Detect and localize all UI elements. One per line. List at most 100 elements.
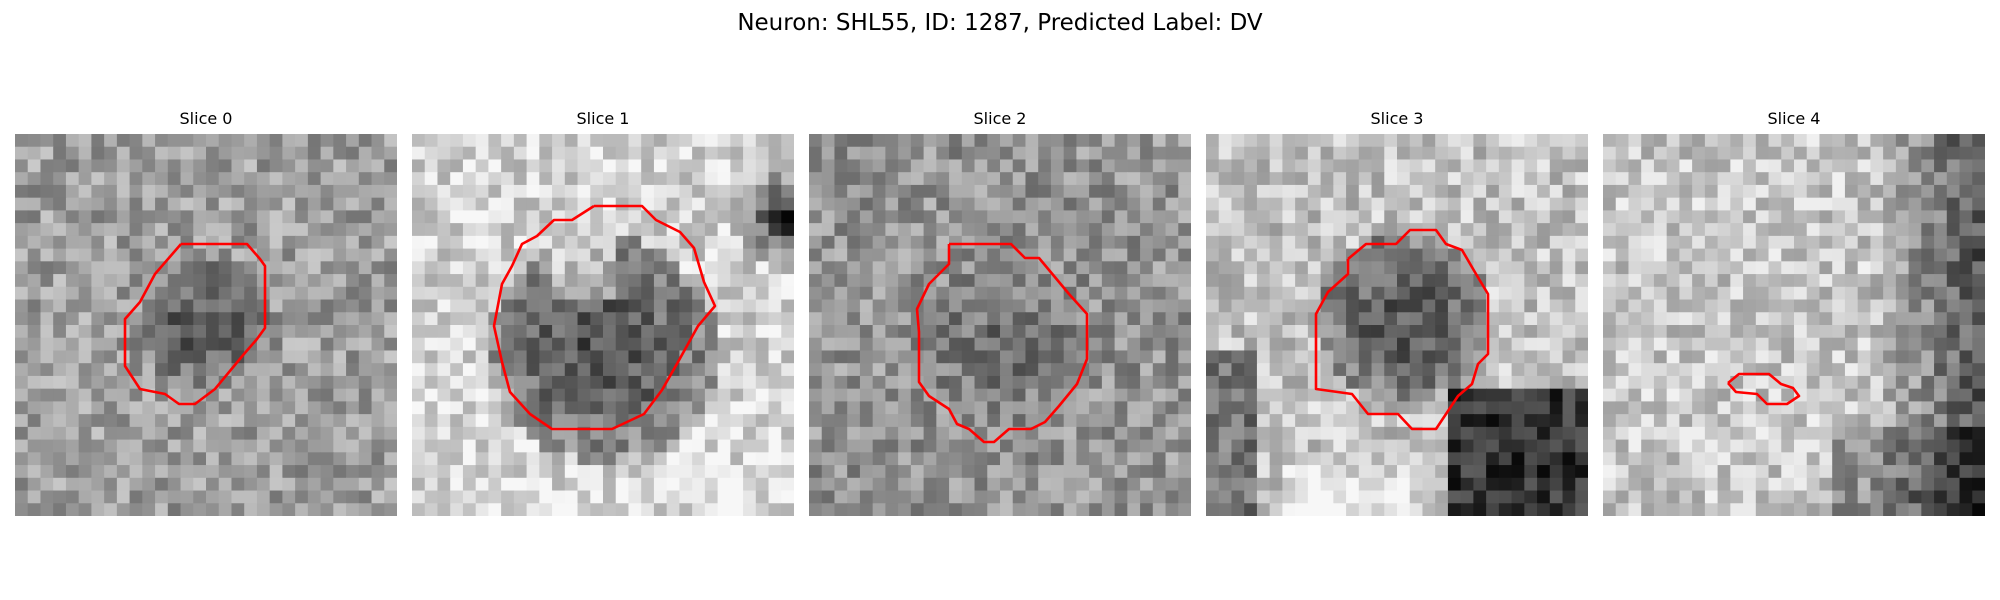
- pixel: [295, 439, 309, 453]
- pixel: [488, 477, 502, 492]
- pixel: [371, 134, 385, 148]
- pixel: [552, 439, 566, 453]
- pixel: [615, 490, 630, 504]
- pixel: [1883, 363, 1897, 377]
- pixel: [104, 248, 118, 262]
- pixel: [1140, 197, 1154, 211]
- pixel: [244, 439, 258, 453]
- pixel: [1704, 235, 1719, 250]
- pixel: [218, 388, 233, 402]
- pixel: [615, 401, 630, 415]
- pixel: [180, 350, 194, 364]
- pixel: [1140, 426, 1154, 441]
- pixel: [910, 197, 925, 211]
- pixel: [910, 134, 925, 148]
- pixel: [307, 375, 322, 390]
- pixel: [1934, 452, 1948, 466]
- pixel: [218, 274, 233, 288]
- pixel: [1511, 274, 1525, 288]
- pixel: [53, 414, 67, 428]
- pixel: [1101, 312, 1116, 326]
- pixel: [1946, 299, 1961, 313]
- pixel: [193, 337, 207, 352]
- pixel: [1908, 426, 1922, 441]
- pixel: [1384, 299, 1398, 313]
- pixel: [450, 503, 464, 516]
- pixel: [834, 426, 848, 441]
- pixel: [1218, 235, 1233, 250]
- pixel: [412, 248, 426, 262]
- pixel: [1127, 159, 1141, 173]
- pixel: [834, 299, 848, 313]
- pixel: [1140, 261, 1154, 275]
- pixel: [1409, 452, 1424, 466]
- pixel: [384, 426, 397, 441]
- pixel: [1089, 350, 1103, 364]
- pixel: [1692, 490, 1706, 504]
- pixel: [1679, 210, 1693, 224]
- pixel: [1038, 146, 1052, 161]
- pixel: [949, 172, 963, 186]
- pixel: [949, 388, 963, 402]
- pixel: [923, 172, 937, 186]
- pixel: [577, 363, 591, 377]
- pixel: [1575, 197, 1588, 211]
- pixel: [961, 477, 976, 492]
- pixel: [1178, 414, 1191, 428]
- pixel: [320, 146, 334, 161]
- pixel: [641, 248, 655, 262]
- pixel: [1628, 146, 1642, 161]
- pixel: [1575, 477, 1588, 492]
- pixel: [974, 235, 988, 250]
- pixel: [358, 223, 373, 237]
- pixel: [1218, 146, 1233, 161]
- pixel: [1295, 503, 1309, 516]
- pixel: [1781, 477, 1795, 492]
- pixel: [1806, 350, 1821, 364]
- pixel: [615, 223, 630, 237]
- pixel: [15, 337, 29, 352]
- pixel: [1806, 465, 1821, 479]
- pixel: [1628, 261, 1642, 275]
- pixel: [641, 337, 655, 352]
- pixel: [730, 299, 744, 313]
- pixel: [1422, 274, 1436, 288]
- pixel: [834, 414, 848, 428]
- pixel: [615, 439, 630, 453]
- pixel: [116, 223, 131, 237]
- pixel: [167, 490, 182, 504]
- pixel: [1641, 248, 1655, 262]
- pixel: [104, 465, 118, 479]
- pixel: [1666, 388, 1680, 402]
- pixel: [371, 325, 385, 339]
- pixel: [1038, 312, 1052, 326]
- pixel: [1178, 426, 1191, 441]
- pixel: [526, 426, 540, 441]
- pixel: [78, 325, 92, 339]
- pixel: [424, 325, 439, 339]
- pixel: [180, 274, 194, 288]
- pixel: [1165, 248, 1179, 262]
- pixel: [1307, 337, 1322, 352]
- pixel: [1114, 465, 1128, 479]
- pixel: [821, 350, 836, 364]
- pixel: [859, 337, 874, 352]
- pixel: [615, 286, 630, 301]
- pixel: [155, 503, 169, 516]
- pixel: [641, 146, 655, 161]
- pixel: [1806, 401, 1821, 415]
- pixel: [424, 159, 439, 173]
- pixel: [1063, 134, 1077, 148]
- pixel: [27, 414, 42, 428]
- pixel: [885, 363, 899, 377]
- pixel: [346, 261, 360, 275]
- pixel: [282, 146, 296, 161]
- pixel: [1371, 337, 1385, 352]
- pixel: [1832, 248, 1846, 262]
- pixel: [539, 350, 553, 364]
- pixel: [142, 452, 156, 466]
- pixel: [1295, 414, 1309, 428]
- pixel: [1358, 350, 1373, 364]
- pixel: [384, 146, 397, 161]
- pixel: [1549, 414, 1564, 428]
